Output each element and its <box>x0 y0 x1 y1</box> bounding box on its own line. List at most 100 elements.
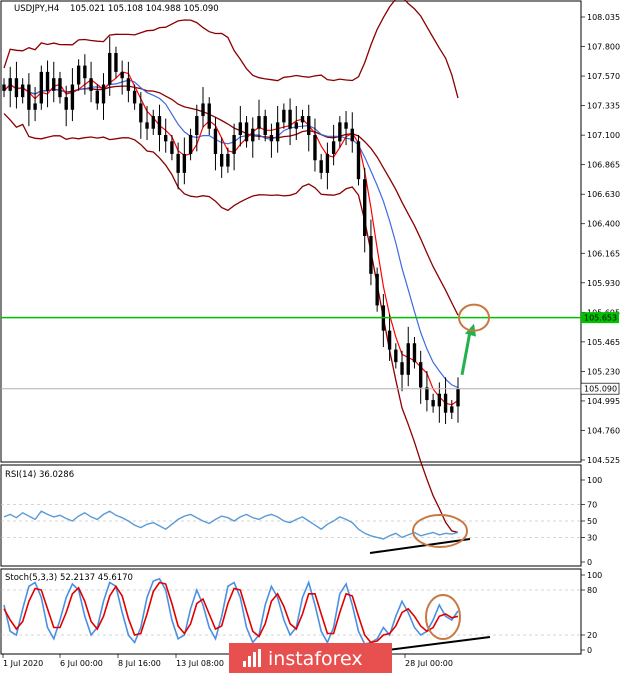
candle-body <box>363 179 367 236</box>
candle-body <box>132 90 137 104</box>
stoch-tick-label: 20 <box>587 631 597 640</box>
candle-body <box>375 273 379 306</box>
price-axis: 108.035 107.800 107.570 107.335 107.100 106.8… <box>581 13 620 465</box>
rsi-tick-label: 30 <box>587 533 597 542</box>
ma-fast <box>3 71 459 406</box>
candle-body <box>431 400 435 407</box>
time-tick-label: 13 Jul 08:00 <box>176 659 224 668</box>
rsi-tick-label: 50 <box>587 517 597 526</box>
candle-body <box>182 153 187 173</box>
annotation <box>458 303 490 376</box>
candle-body <box>251 128 255 142</box>
rsi-series <box>3 510 471 554</box>
candle-body <box>45 71 50 91</box>
candle-body <box>2 84 6 91</box>
candle-body <box>288 109 292 129</box>
candle-body <box>219 153 224 167</box>
moving-averages <box>3 71 459 406</box>
stoch-label: Stoch(5,3,3) 52.2137 45.6170 <box>5 573 133 583</box>
candle-body <box>8 78 12 91</box>
candle-body <box>369 235 373 274</box>
rsi-trendline <box>369 538 471 554</box>
target-circle <box>458 303 490 332</box>
candle-body <box>108 52 112 85</box>
price-tick-label: 106.165 <box>587 249 620 258</box>
price-tick-label: 104.995 <box>587 397 620 406</box>
candle-body <box>89 78 93 91</box>
candle-body <box>275 122 280 142</box>
candle-body <box>207 103 211 129</box>
candle-body <box>145 122 149 129</box>
candle-body <box>14 78 19 98</box>
ohlc-label: 105.021 105.108 104.988 105.090 <box>70 4 219 14</box>
stoch-main-line <box>3 577 459 645</box>
candle-body <box>344 122 348 129</box>
candle-body <box>201 103 205 117</box>
candle-body <box>450 406 454 413</box>
rsi-tick-label: 0 <box>587 558 592 567</box>
candles <box>2 36 460 425</box>
rsi-tick-label: 70 <box>587 501 597 510</box>
candle-body <box>157 116 162 136</box>
stoch-circle <box>425 594 461 640</box>
candle-body <box>139 103 143 123</box>
candle-body <box>350 128 354 142</box>
ma-slow <box>3 79 459 389</box>
rsi-circle <box>412 514 468 548</box>
candle-body <box>313 135 317 161</box>
candle-body <box>58 78 62 98</box>
candle-body <box>213 128 218 154</box>
candle-body <box>244 122 249 142</box>
candle-body <box>263 116 267 136</box>
candle-body <box>126 78 131 91</box>
logo-icon <box>243 649 261 667</box>
rsi-axis: 100 70 50 30 0 <box>581 476 602 567</box>
candle-body <box>27 84 31 110</box>
stoch-tick-label: 80 <box>587 586 597 595</box>
stoch-axis: 100 80 20 0 <box>581 571 602 655</box>
candle-body <box>406 343 410 375</box>
candle-body <box>76 65 81 85</box>
price-tick-label: 106.865 <box>587 161 620 170</box>
candle-body <box>33 103 37 110</box>
candle-body <box>425 387 429 401</box>
price-tick-label: 106.630 <box>587 190 620 199</box>
price-panel <box>0 0 582 463</box>
rsi-label: RSI(14) 36.0286 <box>5 470 74 480</box>
candle-body <box>325 153 330 173</box>
stoch-signal-line <box>3 581 459 644</box>
stoch-tick-label: 100 <box>587 571 602 580</box>
candle-body <box>331 141 336 154</box>
price-tick-label: 108.035 <box>587 13 620 22</box>
candle-body <box>418 362 423 388</box>
candle-body <box>64 97 68 110</box>
stoch-panel <box>0 568 582 655</box>
candle-body <box>95 90 99 104</box>
candle-body <box>151 116 155 129</box>
candle-body <box>176 153 180 173</box>
stoch-series <box>3 577 491 652</box>
candle-body <box>52 78 56 91</box>
candle-body <box>437 393 442 407</box>
price-tick-label: 105.930 <box>587 279 620 288</box>
candle-body <box>70 84 75 110</box>
stoch-tick-label: 0 <box>587 646 592 655</box>
price-tick-label: 107.570 <box>587 72 620 81</box>
current-price-label: 105.090 <box>584 385 617 394</box>
current-price-box <box>580 382 620 395</box>
candle-body <box>356 141 361 180</box>
price-tick-label: 105.465 <box>587 338 620 347</box>
candle-body <box>170 141 174 154</box>
time-tick-label: 8 Jul 16:00 <box>118 659 161 668</box>
candle-body <box>20 84 25 98</box>
time-tick-label: 1 Jul 2020 <box>3 659 43 668</box>
candle-body <box>400 362 404 375</box>
price-tick-label: 105.230 <box>587 367 620 376</box>
candle-body <box>188 135 193 154</box>
candle-body <box>269 135 274 142</box>
price-tick-label: 104.760 <box>587 426 620 435</box>
time-axis: 1 Jul 2020 6 Jul 00:00 8 Jul 16:00 13 Jul 0… <box>2 654 453 668</box>
candle-body <box>394 349 398 363</box>
candle-body <box>443 393 448 413</box>
